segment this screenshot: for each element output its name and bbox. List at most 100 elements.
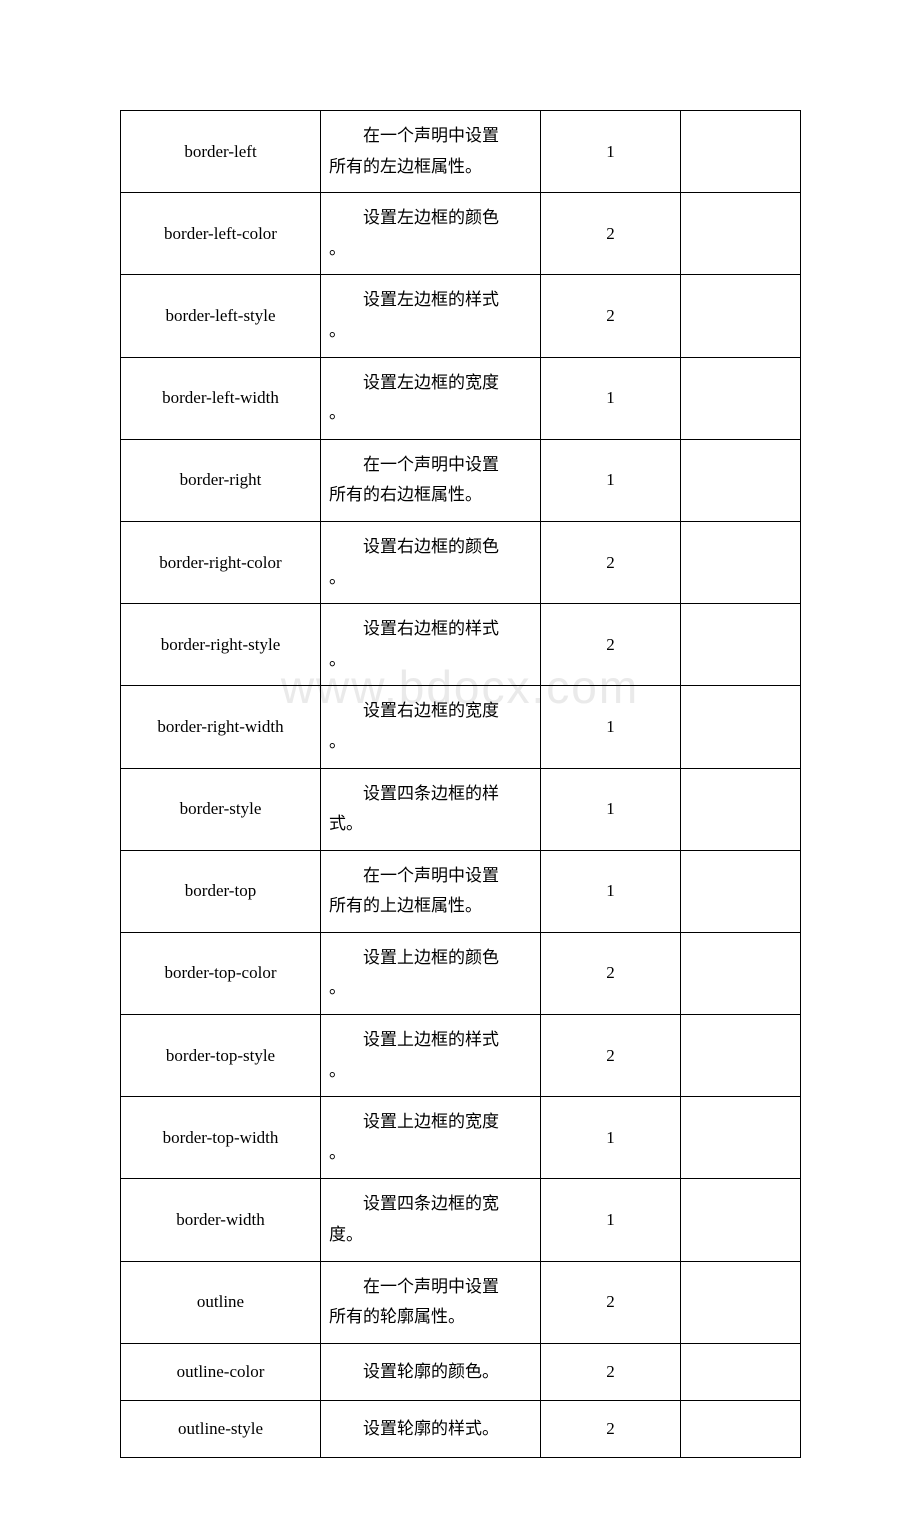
property-cell: border-top — [121, 850, 321, 932]
description-line-1: 在一个声明中设置 — [329, 450, 532, 481]
description-line-2: 所有的上边框属性。 — [329, 891, 532, 922]
description-cell: 设置左边框的样式。 — [321, 275, 541, 357]
description-line-2: 。 — [329, 1056, 532, 1087]
description-line-1: 在一个声明中设置 — [329, 1272, 532, 1303]
table-row: border-top在一个声明中设置所有的上边框属性。1 — [121, 850, 801, 932]
property-cell: border-width — [121, 1179, 321, 1261]
empty-cell — [681, 1261, 801, 1343]
empty-cell — [681, 932, 801, 1014]
description-line-2: 。 — [329, 973, 532, 1004]
property-cell: outline-color — [121, 1343, 321, 1400]
description-cell: 在一个声明中设置所有的右边框属性。 — [321, 439, 541, 521]
description-line-1: 设置右边框的宽度 — [329, 696, 532, 727]
level-cell: 2 — [541, 275, 681, 357]
empty-cell — [681, 439, 801, 521]
empty-cell — [681, 193, 801, 275]
description-cell: 设置轮廓的样式。 — [321, 1400, 541, 1457]
description-line-1: 设置左边框的宽度 — [329, 368, 532, 399]
property-cell: outline-style — [121, 1400, 321, 1457]
table-row: outline-style设置轮廓的样式。2 — [121, 1400, 801, 1457]
description-cell: 设置四条边框的样式。 — [321, 768, 541, 850]
empty-cell — [681, 111, 801, 193]
description-line-1: 设置上边框的宽度 — [329, 1107, 532, 1138]
description-cell: 设置上边框的样式。 — [321, 1015, 541, 1097]
description-line-2: 。 — [329, 727, 532, 758]
empty-cell — [681, 686, 801, 768]
description-cell: 设置上边框的宽度。 — [321, 1097, 541, 1179]
property-cell: border-right-color — [121, 521, 321, 603]
table-row: border-right-width设置右边框的宽度。1 — [121, 686, 801, 768]
description-line-2: 。 — [329, 645, 532, 676]
empty-cell — [681, 1097, 801, 1179]
level-cell: 2 — [541, 1400, 681, 1457]
level-cell: 2 — [541, 521, 681, 603]
table-row: border-right在一个声明中设置所有的右边框属性。1 — [121, 439, 801, 521]
description-cell: 在一个声明中设置所有的上边框属性。 — [321, 850, 541, 932]
table-row: border-right-color 设置右边框的颜色。 2 — [121, 521, 801, 603]
level-cell: 2 — [541, 1261, 681, 1343]
description-cell: 设置上边框的颜色。 — [321, 932, 541, 1014]
description-cell: 在一个声明中设置所有的左边框属性。 — [321, 111, 541, 193]
table-row: border-left-style设置左边框的样式。2 — [121, 275, 801, 357]
empty-cell — [681, 275, 801, 357]
description-line-2: 度。 — [329, 1220, 532, 1251]
property-cell: border-left-color — [121, 193, 321, 275]
property-cell: border-left-style — [121, 275, 321, 357]
description-line-2: 。 — [329, 563, 532, 594]
level-cell: 1 — [541, 686, 681, 768]
description-line-2: 所有的左边框属性。 — [329, 152, 532, 183]
level-cell: 1 — [541, 111, 681, 193]
empty-cell — [681, 1179, 801, 1261]
level-cell: 2 — [541, 932, 681, 1014]
property-cell: border-left-width — [121, 357, 321, 439]
empty-cell — [681, 357, 801, 439]
empty-cell — [681, 1343, 801, 1400]
property-cell: border-right-width — [121, 686, 321, 768]
level-cell: 1 — [541, 357, 681, 439]
description-cell: 设置右边框的宽度。 — [321, 686, 541, 768]
table-row: outline-color 设置轮廓的颜色。 2 — [121, 1343, 801, 1400]
description-line-2: 。 — [329, 316, 532, 347]
empty-cell — [681, 604, 801, 686]
table-row: border-top-width设置上边框的宽度。1 — [121, 1097, 801, 1179]
level-cell: 2 — [541, 604, 681, 686]
description-line-2: 。 — [329, 398, 532, 429]
level-cell: 1 — [541, 1179, 681, 1261]
description-cell: 设置左边框的宽度。 — [321, 357, 541, 439]
level-cell: 2 — [541, 1015, 681, 1097]
empty-cell — [681, 1015, 801, 1097]
description-line-1: 设置上边框的样式 — [329, 1025, 532, 1056]
level-cell: 2 — [541, 1343, 681, 1400]
table-row: border-right-style设置右边框的样式。2 — [121, 604, 801, 686]
description-line-1: 设置右边框的样式 — [329, 614, 532, 645]
description-cell: 设置右边框的样式。 — [321, 604, 541, 686]
property-cell: outline — [121, 1261, 321, 1343]
empty-cell — [681, 521, 801, 603]
property-cell: border-left — [121, 111, 321, 193]
level-cell: 1 — [541, 768, 681, 850]
css-properties-table: border-left在一个声明中设置所有的左边框属性。1border-left… — [120, 110, 801, 1458]
description-line-1: 设置四条边框的样 — [329, 779, 532, 810]
empty-cell — [681, 1400, 801, 1457]
description-line-2: 。 — [329, 234, 532, 265]
table-row: border-left在一个声明中设置所有的左边框属性。1 — [121, 111, 801, 193]
description-cell: 设置四条边框的宽度。 — [321, 1179, 541, 1261]
description-line-1: 设置四条边框的宽 — [329, 1189, 532, 1220]
description-line-2: 。 — [329, 1138, 532, 1169]
table-row: border-top-color设置上边框的颜色。2 — [121, 932, 801, 1014]
description-line-1: 设置上边框的颜色 — [329, 943, 532, 974]
description-line-2: 所有的右边框属性。 — [329, 480, 532, 511]
table-row: border-left-width设置左边框的宽度。1 — [121, 357, 801, 439]
description-line-1: 设置轮廓的颜色。 — [329, 1357, 532, 1388]
description-line-1: 设置右边框的颜色 — [329, 532, 532, 563]
description-cell: 设置左边框的颜色。 — [321, 193, 541, 275]
description-cell: 在一个声明中设置所有的轮廓属性。 — [321, 1261, 541, 1343]
description-line-2: 所有的轮廓属性。 — [329, 1302, 532, 1333]
property-cell: border-top-style — [121, 1015, 321, 1097]
property-cell: border-top-color — [121, 932, 321, 1014]
property-cell: border-style — [121, 768, 321, 850]
table-row: border-style设置四条边框的样式。1 — [121, 768, 801, 850]
table-row: outline在一个声明中设置所有的轮廓属性。2 — [121, 1261, 801, 1343]
description-line-1: 设置左边框的颜色 — [329, 203, 532, 234]
table-row: border-top-style设置上边框的样式。2 — [121, 1015, 801, 1097]
